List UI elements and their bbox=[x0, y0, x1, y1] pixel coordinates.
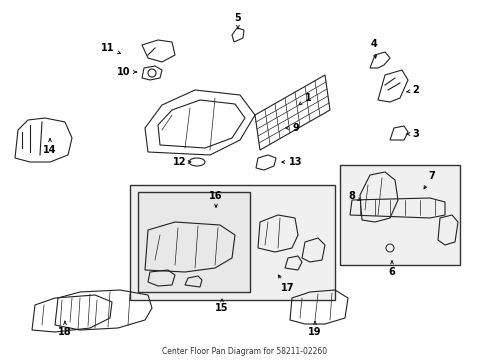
Text: 6: 6 bbox=[388, 261, 395, 277]
Bar bbox=[130, 185, 334, 300]
Text: 10: 10 bbox=[117, 67, 136, 77]
Text: 12: 12 bbox=[173, 157, 190, 167]
Text: 19: 19 bbox=[307, 321, 321, 337]
Text: 15: 15 bbox=[215, 299, 228, 313]
Text: 2: 2 bbox=[406, 85, 419, 95]
Text: 11: 11 bbox=[101, 43, 121, 54]
Text: 4: 4 bbox=[370, 39, 377, 58]
Text: 16: 16 bbox=[209, 191, 223, 207]
Text: 7: 7 bbox=[423, 171, 434, 189]
Text: 13: 13 bbox=[281, 157, 302, 167]
Text: 17: 17 bbox=[278, 275, 294, 293]
Text: 18: 18 bbox=[58, 321, 72, 337]
Bar bbox=[138, 192, 249, 292]
Bar bbox=[339, 165, 459, 265]
Text: 5: 5 bbox=[234, 13, 241, 29]
Text: 9: 9 bbox=[285, 123, 299, 133]
Text: 1: 1 bbox=[299, 93, 311, 105]
Text: 8: 8 bbox=[348, 191, 360, 201]
Text: Center Floor Pan Diagram for 58211-02260: Center Floor Pan Diagram for 58211-02260 bbox=[162, 347, 326, 356]
Text: 14: 14 bbox=[43, 139, 57, 155]
Text: 3: 3 bbox=[406, 129, 419, 139]
